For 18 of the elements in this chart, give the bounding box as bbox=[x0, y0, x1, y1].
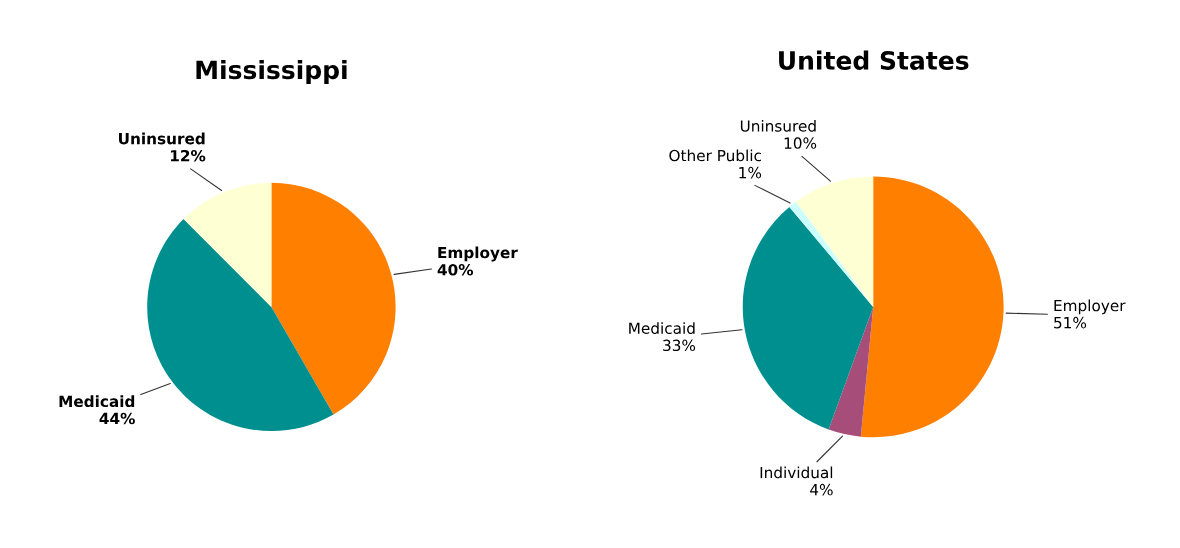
data-label: 1% bbox=[739, 166, 762, 179]
slice-label: Employer bbox=[1054, 299, 1126, 315]
slice-label: Uninsured bbox=[740, 119, 816, 132]
data-label: 4% bbox=[810, 483, 833, 496]
data-label: 44% bbox=[99, 412, 135, 425]
chart-title: Mississippi bbox=[196, 59, 347, 85]
slice-label: Employer bbox=[438, 246, 518, 262]
data-label: 33% bbox=[663, 339, 696, 352]
slice-label: Uninsured bbox=[119, 132, 205, 145]
data-label: 10% bbox=[784, 137, 817, 149]
chart-title: United States bbox=[779, 50, 969, 70]
slice-label: Individual bbox=[760, 466, 833, 479]
data-label: 12% bbox=[170, 149, 206, 162]
slice-label: Medicaid bbox=[59, 395, 135, 408]
slice-label: Other Public bbox=[669, 149, 761, 162]
data-label: 51% bbox=[1054, 316, 1087, 329]
data-label: 40% bbox=[437, 264, 474, 276]
slice-label: Medicaid bbox=[629, 322, 695, 335]
